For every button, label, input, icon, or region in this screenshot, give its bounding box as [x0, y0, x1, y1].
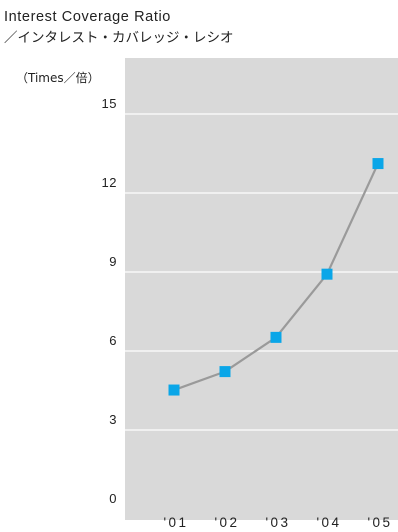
plot-background [125, 58, 398, 520]
y-tick-label-3: 3 [109, 412, 117, 427]
series-layer [168, 158, 384, 396]
data-point-0 [168, 384, 180, 396]
x-tick-label-1: '02 [214, 515, 239, 530]
y-tick-label-0: 0 [109, 491, 117, 506]
x-tick-label-2: '03 [265, 515, 290, 530]
chart-subtitle: ／インタレスト・カバレッジ・レシオ [4, 30, 234, 46]
y-tick-label-12: 12 [102, 175, 117, 190]
data-point-1 [219, 366, 231, 378]
data-point-2 [270, 331, 282, 343]
x-tick-label-3: '04 [316, 515, 341, 530]
y-tick-label-15: 15 [102, 96, 117, 111]
chart-title: Interest Coverage Ratio [4, 9, 171, 25]
data-point-4 [372, 158, 384, 170]
y-axis-unit-label: （Times／倍） [16, 70, 100, 85]
y-tick-label-9: 9 [109, 254, 117, 269]
x-axis-ticks: '01 '02 '03 '04 '05 [163, 515, 392, 530]
x-tick-label-0: '01 [163, 515, 188, 530]
data-point-3 [321, 268, 333, 280]
y-axis-ticks: 0 3 6 9 12 15 [102, 96, 117, 506]
y-tick-label-6: 6 [109, 333, 117, 348]
x-tick-label-4: '05 [367, 515, 392, 530]
gridlines [0, 113, 398, 431]
